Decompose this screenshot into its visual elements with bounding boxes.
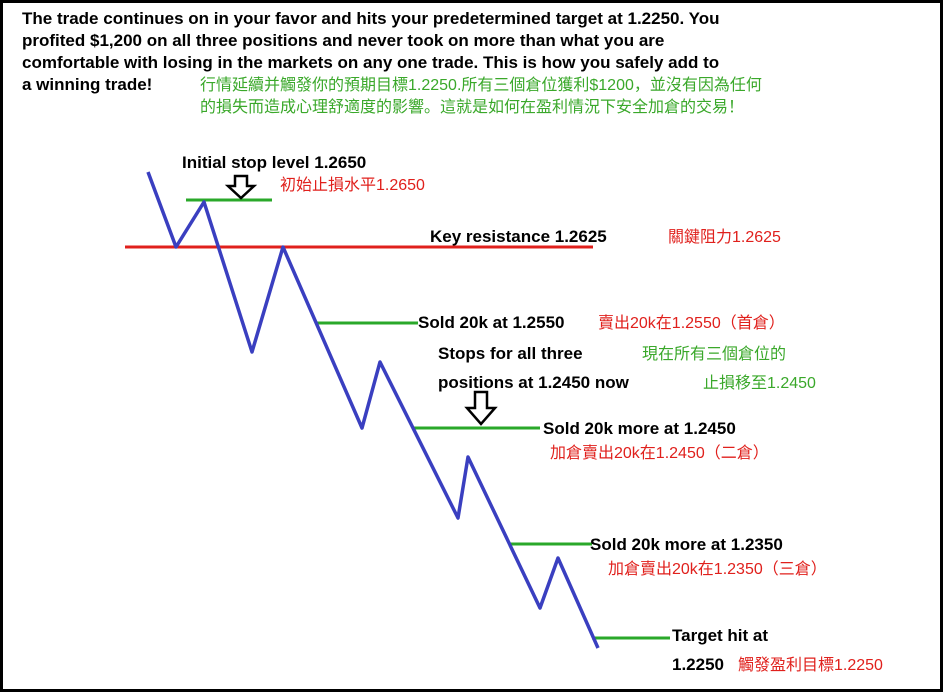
price-line <box>146 171 600 649</box>
label-zh: 觸發盈利目標1.2250 <box>738 656 883 674</box>
header-line: profited $1,200 on all three positions a… <box>22 31 664 50</box>
label-zh: 現在所有三個倉位的 <box>642 345 786 363</box>
label: Initial stop level 1.2650 <box>182 153 366 172</box>
label: Sold 20k at 1.2550 <box>418 313 564 332</box>
header-line: The trade continues on in your favor and… <box>22 9 719 28</box>
label-zh: 關鍵阻力1.2625 <box>668 228 781 246</box>
label: Sold 20k more at 1.2350 <box>590 535 783 554</box>
label-zh: 加倉賣出20k在1.2350（三倉） <box>608 560 827 578</box>
label-zh: 止損移至1.2450 <box>703 374 816 392</box>
label: 1.2250 <box>672 655 724 674</box>
label: Stops for all three <box>438 344 583 363</box>
label: Sold 20k more at 1.2450 <box>543 419 736 438</box>
arrow <box>224 174 258 200</box>
levels <box>125 198 670 640</box>
label-zh: 賣出20k在1.2550（首倉） <box>598 314 785 332</box>
arrow <box>464 390 498 426</box>
label: Target hit at <box>672 626 768 645</box>
header-zh: 的損失而造成心理舒適度的影響。這就是如何在盈利情況下安全加倉的交易！ <box>200 98 744 116</box>
label: positions at 1.2450 now <box>438 373 630 392</box>
header-line: a winning trade! <box>22 75 152 94</box>
label-zh: 初始止損水平1.2650 <box>280 176 425 194</box>
label-zh: 加倉賣出20k在1.2450（二倉） <box>550 444 769 462</box>
label: Key resistance 1.2625 <box>430 227 607 246</box>
header-zh: 行情延續并觸發你的預期目標1.2250.所有三個倉位獲利$1200，並沒有因為任… <box>200 76 762 94</box>
header-line: comfortable with losing in the markets o… <box>22 53 719 72</box>
